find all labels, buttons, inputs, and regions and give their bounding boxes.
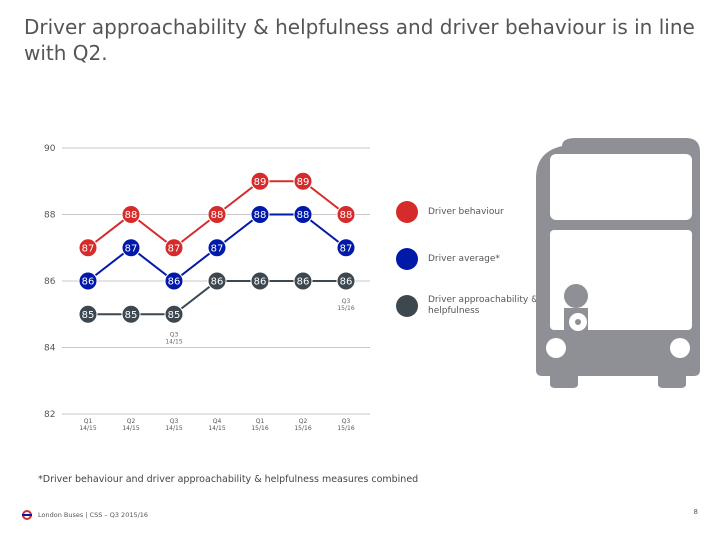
series-points: 87 88 87 88 89 89 88 86 87 86 87 88 88 87 85 85 85 86 86 86… [78,171,356,324]
data-point: 89 [293,171,313,191]
data-point: 88 [121,205,141,224]
data-point: 89 [250,171,270,191]
data-label: 85 [82,310,95,321]
legend-label: Driver approachability & helpfulness [428,295,539,316]
data-label: 88 [125,210,138,221]
legend-item-driver-behaviour: Driver behaviour [396,201,543,223]
y-tick-label: 82 [44,410,55,420]
data-point-marker [164,271,184,291]
data-point: 86 [293,271,313,291]
footer-text: London Buses | CSS – Q3 2015/16 [38,511,149,519]
data-point-marker [336,205,356,224]
data-label: 85 [125,310,138,321]
data-point: 88 [336,205,356,224]
y-tick-label: 88 [44,211,56,221]
data-point: 85 [78,304,98,324]
legend-item-driver-average: Driver average* [396,248,543,270]
data-point-marker [250,271,270,291]
x-tick-label: Q2 14/15 [122,418,139,432]
annotation-label: Q3 14/15 [165,331,182,345]
y-axis-ticks: 82 84 86 88 90 [44,144,56,420]
x-tick-label: Q1 15/16 [251,418,268,432]
data-point-marker [207,205,227,224]
data-point: 86 [164,271,184,291]
data-point-marker [293,271,313,291]
data-label: 87 [168,243,181,254]
x-tick-label: Q2 15/16 [294,418,311,432]
data-label: 88 [211,210,224,221]
data-point: 86 [78,271,98,291]
data-label: 88 [297,210,310,221]
data-point-marker [293,171,313,191]
data-point-marker [78,304,98,324]
legend-label: Driver behaviour [428,206,504,217]
data-point: 88 [293,205,313,224]
roundel-icon [22,510,32,520]
legend-swatch [396,248,418,270]
data-label: 89 [297,177,310,188]
chart-annotations: Q3 14/15 Q3 15/16 [165,298,354,345]
data-point: 87 [121,238,141,258]
legend-swatch [396,201,418,223]
x-tick-label: Q1 14/15 [79,418,96,432]
legend-label: Driver average* [428,253,500,264]
data-point-marker [250,171,270,191]
data-label: 86 [297,277,310,288]
data-point-marker [164,304,184,324]
page-title: Driver approachability & helpfulness and… [24,15,695,65]
data-label: 87 [340,243,353,254]
data-point: 86 [336,271,356,291]
data-label: 89 [254,177,267,188]
annotation-label: Q3 15/16 [337,298,354,312]
data-point-marker [121,205,141,224]
data-point: 88 [250,205,270,224]
data-point-marker [293,205,313,224]
x-tick-label: Q4 14/15 [208,418,225,432]
y-tick-label: 90 [44,144,56,154]
data-point-marker [121,304,141,324]
data-label: 88 [254,210,267,221]
data-point: 86 [250,271,270,291]
data-point-marker [336,238,356,258]
data-point: 87 [207,238,227,258]
data-point: 88 [207,205,227,224]
y-tick-label: 84 [44,344,56,354]
legend-item-driver-approachability: Driver approachability & helpfulness [396,295,543,317]
x-tick-label: Q3 15/16 [337,418,354,432]
data-point: 87 [336,238,356,258]
data-label: 87 [125,243,138,254]
data-label: 86 [340,277,353,288]
data-label: 86 [168,277,181,288]
data-point-marker [78,238,98,258]
page-number: 8 [693,508,698,516]
footnote: *Driver behaviour and driver approachabi… [38,474,419,485]
data-label: 88 [340,210,353,221]
data-point-marker [250,205,270,224]
footer: London Buses | CSS – Q3 2015/16 [22,510,148,520]
data-label: 86 [211,277,224,288]
data-point-marker [207,271,227,291]
legend-swatch [396,295,418,317]
data-point: 85 [121,304,141,324]
y-tick-label: 86 [44,277,56,287]
data-point-marker [336,271,356,291]
data-point: 86 [207,271,227,291]
x-tick-label: Q3 14/15 [165,418,182,432]
data-label: 87 [82,243,95,254]
data-point-marker [164,238,184,258]
data-point-marker [121,238,141,258]
data-point: 87 [78,238,98,258]
x-axis-ticks: Q1 14/15 Q2 14/15 Q3 14/15 Q4 14/15 Q1 15/16 Q2 15/… [79,418,354,432]
data-point-marker [207,238,227,258]
data-point: 85 [164,304,184,324]
data-label: 86 [254,277,267,288]
data-point: 87 [164,238,184,258]
bus-icon [536,138,700,388]
data-point-marker [78,271,98,291]
data-label: 85 [168,310,181,321]
data-label: 87 [211,243,224,254]
data-label: 86 [82,277,95,288]
